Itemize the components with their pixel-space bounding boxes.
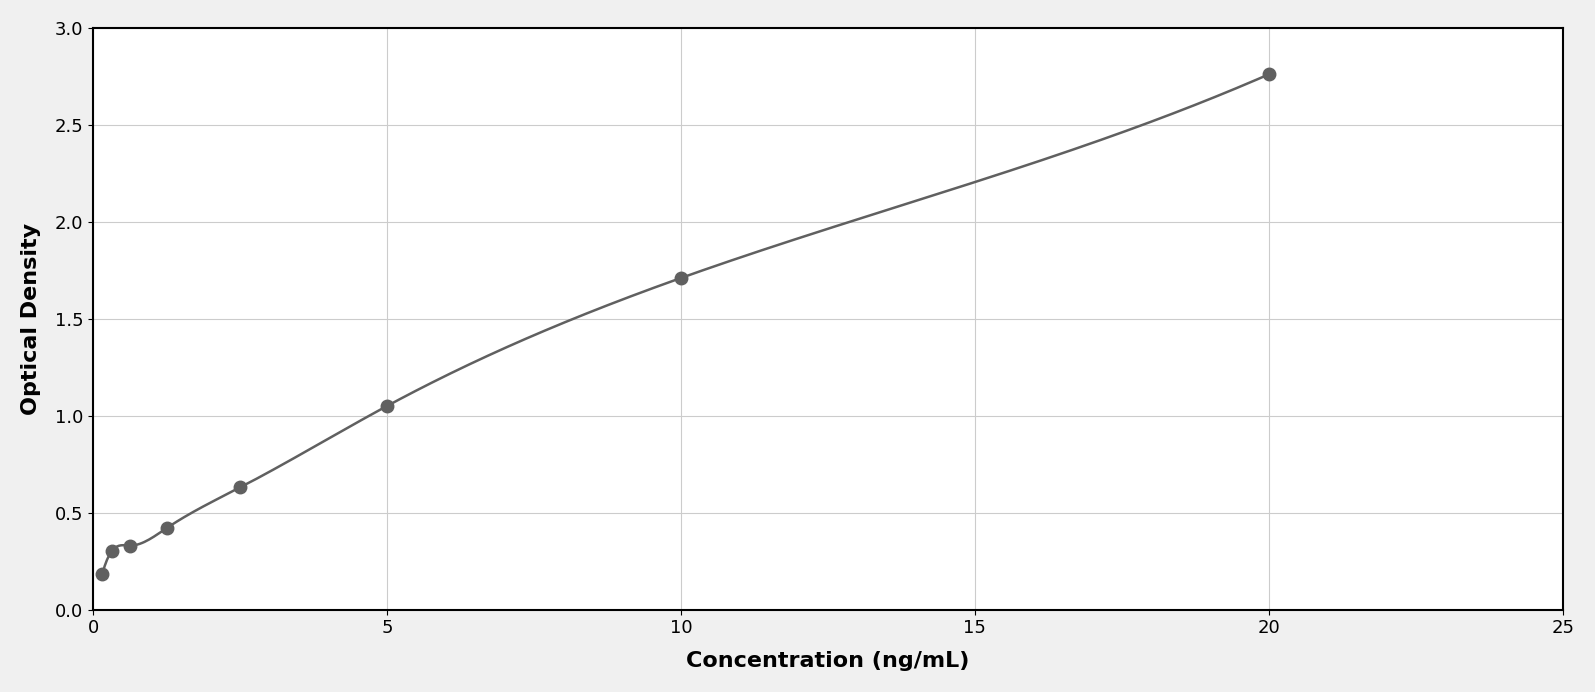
Point [668, 273, 694, 284]
Point [153, 522, 179, 534]
Point [99, 546, 124, 557]
X-axis label: Concentration (ng/mL): Concentration (ng/mL) [686, 651, 970, 671]
Y-axis label: Optical Density: Optical Density [21, 223, 41, 415]
Point [228, 482, 254, 493]
Point [116, 540, 142, 551]
Point [1255, 69, 1281, 80]
Point [375, 401, 400, 412]
Point [89, 568, 115, 579]
